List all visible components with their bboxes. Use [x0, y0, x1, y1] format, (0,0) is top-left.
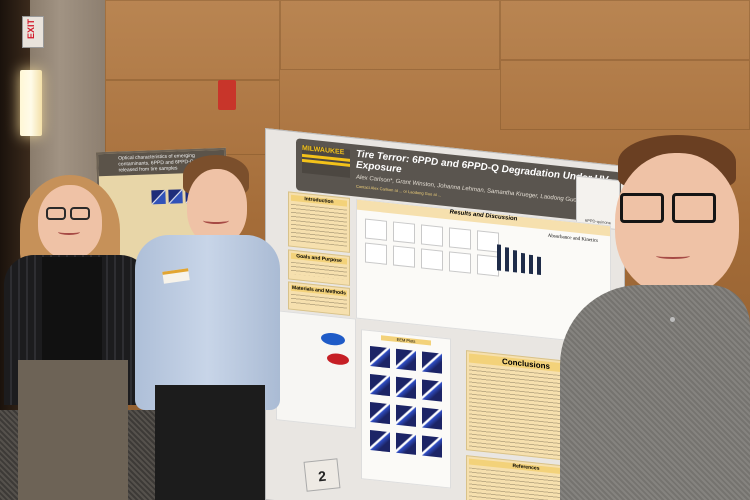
glasses-icon: [672, 193, 716, 223]
person-left: [0, 175, 150, 500]
introduction-section: Introduction: [288, 191, 350, 253]
fire-alarm-icon: [218, 80, 236, 110]
uwm-logo: MILWAUKEE: [302, 144, 350, 178]
goals-section: Goals and Purpose: [288, 249, 350, 286]
smile: [58, 229, 80, 235]
face: [187, 169, 247, 245]
absorbance-bar-chart: [497, 244, 541, 276]
wall-panel: [105, 0, 280, 80]
scheme-red-bubble: [327, 352, 349, 366]
wall-panel: [500, 0, 750, 60]
face: [38, 185, 102, 259]
wall-panel: [500, 60, 750, 130]
smile: [203, 217, 229, 224]
wall-panel: [280, 0, 500, 70]
face: [615, 153, 739, 295]
glasses-icon: [620, 193, 664, 223]
uvvis-spectra-grid: [365, 218, 499, 277]
board-number-card: 2: [303, 458, 341, 492]
wall-panel: [105, 80, 280, 155]
polo-button: [670, 317, 675, 322]
gray-polo-shirt: [560, 285, 750, 500]
black-top: [42, 257, 102, 367]
light-blue-shirt: [135, 235, 280, 410]
methods-scheme: [276, 310, 356, 429]
smile: [656, 253, 690, 259]
methods-section: Materials and Methods: [288, 281, 350, 316]
person-right: [560, 135, 750, 500]
exit-sign: EXIT: [22, 16, 44, 48]
trousers: [18, 360, 128, 500]
black-pants: [155, 385, 265, 500]
eem-plots-panel: EEM Plots: [361, 329, 451, 489]
person-center: [135, 155, 280, 500]
wall-sconce-light: [20, 70, 42, 136]
glasses-icon: [70, 207, 90, 220]
scheme-blue-bubble: [321, 331, 345, 347]
glasses-icon: [46, 207, 66, 220]
